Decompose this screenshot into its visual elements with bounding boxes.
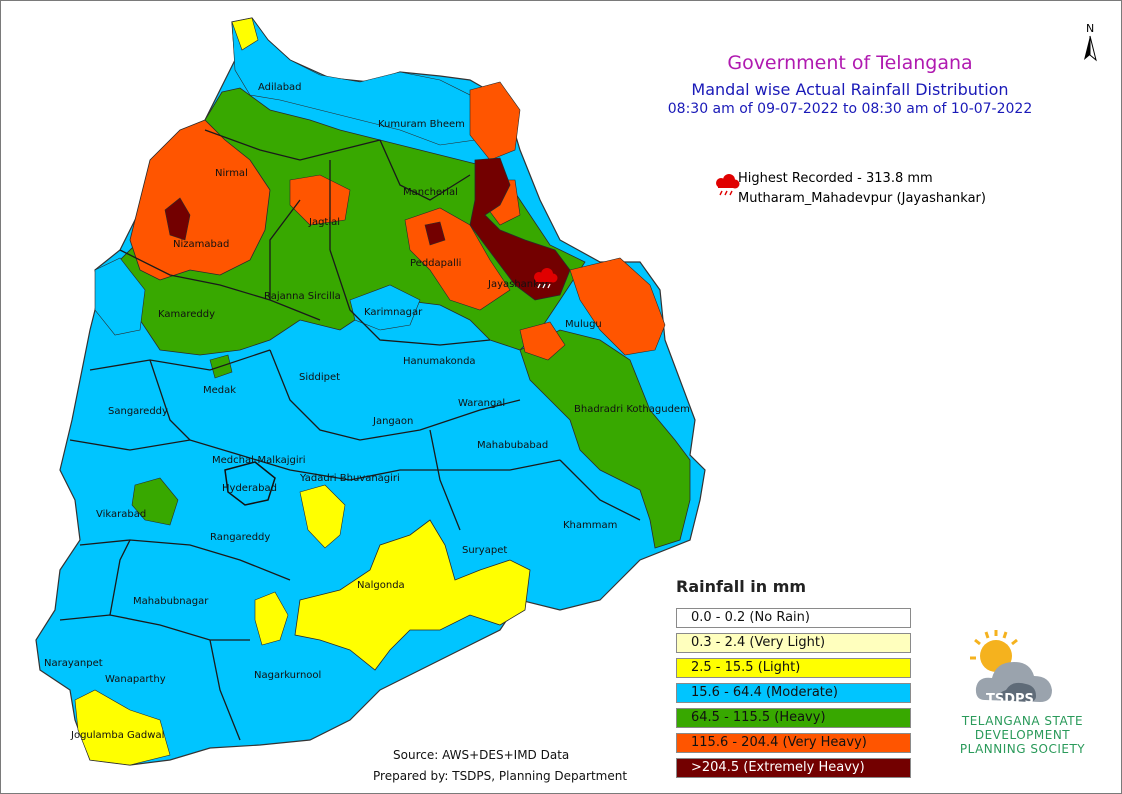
light-gadwal — [74, 689, 171, 766]
legend-item-no-rain: 0.0 - 0.2 (No Rain) — [676, 608, 911, 628]
district-label: Khammam — [563, 520, 617, 531]
light-nalgonda-suryapet — [294, 519, 531, 671]
district-label: Bhadradri Kothagudem — [574, 404, 690, 415]
district-label: Rajanna Sircilla — [264, 291, 341, 302]
north-arrow-icon: N — [1084, 22, 1097, 62]
district-label: Karimnagar — [364, 307, 423, 318]
district-label: Peddapalli — [410, 258, 461, 269]
district-label: Adilabad — [258, 82, 302, 93]
legend-item-light: 2.5 - 15.5 (Light) — [676, 658, 911, 678]
district-label: Nagarkurnool — [254, 670, 321, 681]
district-label: Yadadri Bhuvanagiri — [299, 473, 400, 484]
district-label: Nirmal — [215, 168, 248, 179]
district-label: Hyderabad — [222, 483, 277, 494]
north-label: N — [1086, 22, 1094, 35]
header-line2: Mandal wise Actual Rainfall Distribution — [691, 80, 1009, 99]
highest-location-text: Mutharam_Mahadevpur (Jayashankar) — [738, 191, 986, 206]
district-label: Suryapet — [462, 545, 507, 556]
extremely-heavy-nizamabad-patch — [164, 197, 191, 241]
very-heavy-mulugu — [569, 257, 666, 356]
light-patch-west — [254, 591, 289, 646]
prepared-credit: Prepared by: TSDPS, Planning Department — [373, 769, 628, 783]
district-label: Vikarabad — [96, 509, 146, 520]
light-yadadri-patch — [299, 484, 346, 549]
legend-item-moderate: 15.6 - 64.4 (Moderate) — [676, 683, 911, 703]
logo-line3: PLANNING SOCIETY — [959, 742, 1086, 756]
logo-short-text: TSDPS — [986, 692, 1034, 707]
logo-org-name: TELANGANA STATE DEVELOPMENT PLANNING SOC… — [950, 714, 1095, 756]
legend-title: Rainfall in mm — [676, 577, 807, 596]
district-label: Mancherial — [403, 187, 458, 198]
district-label: Narayanpet — [44, 658, 103, 669]
district-label: Siddipet — [299, 372, 340, 383]
legend-item-very-heavy: 115.6 - 204.4 (Very Heavy) — [676, 733, 911, 753]
extremely-heavy-small-patch — [424, 221, 446, 246]
district-label: Sangareddy — [108, 406, 168, 417]
district-label: Medak — [203, 385, 236, 396]
district-label: Nizamabad — [173, 239, 229, 250]
very-heavy-north-east — [469, 81, 521, 161]
district-label: Hanumakonda — [403, 356, 476, 367]
district-boundaries — [59, 129, 641, 741]
sun-cloud-logo-icon — [970, 630, 1052, 702]
very-heavy-jagtial — [289, 174, 351, 226]
light-north-tip — [231, 17, 259, 51]
rain-cloud-icon — [534, 268, 558, 289]
district-labels: Adilabad Kumuram Bheem Nirmal Mancherial… — [44, 82, 690, 741]
district-label: Jangaon — [372, 416, 413, 427]
district-label: Nalgonda — [357, 580, 405, 591]
moderate-kamareddy-patch — [94, 257, 146, 336]
district-label: Wanaparthy — [105, 674, 166, 685]
very-heavy-nirmal-nizamabad — [129, 119, 271, 281]
district-label: Mahabubnagar — [133, 596, 209, 607]
district-label: Warangal — [458, 398, 505, 409]
very-heavy-south-patch — [519, 321, 566, 361]
district-label: Jayashankar — [487, 279, 550, 290]
legend-item-very-light: 0.3 - 2.4 (Very Light) — [676, 633, 911, 653]
hyderabad-outline — [224, 461, 276, 506]
moderate-karimnagar-patch — [349, 284, 421, 331]
logo-line2: DEVELOPMENT — [974, 728, 1071, 742]
district-label: Jagtial — [308, 217, 340, 228]
extremely-heavy-jayashankar — [469, 157, 571, 301]
district-label: Mulugu — [565, 319, 602, 330]
legend-item-heavy: 64.5 - 115.5 (Heavy) — [676, 708, 911, 728]
highest-recorded-text: Highest Recorded - 313.8 mm — [738, 171, 933, 186]
district-label: Medchal-Malkajgiri — [212, 455, 306, 466]
district-label: Rangareddy — [210, 532, 270, 543]
rain-cloud-icon — [716, 174, 740, 196]
source-credit: Source: AWS+DES+IMD Data — [393, 748, 570, 762]
heavy-vikarabad-patch — [131, 477, 179, 526]
logo-line1: TELANGANA STATE — [961, 714, 1084, 728]
district-label: Kumuram Bheem — [378, 119, 465, 130]
heavy-east-region — [519, 329, 691, 549]
header-line3: 08:30 am of 09-07-2022 to 08:30 am of 10… — [667, 101, 1033, 117]
district-label: Jogulamba Gadwal — [70, 730, 164, 741]
header-line1: Government of Telangana — [727, 52, 973, 74]
district-label: Mahabubabad — [477, 440, 548, 451]
district-label: Kamareddy — [158, 309, 215, 320]
legend-item-extremely-heavy: >204.5 (Extremely Heavy) — [676, 758, 911, 778]
